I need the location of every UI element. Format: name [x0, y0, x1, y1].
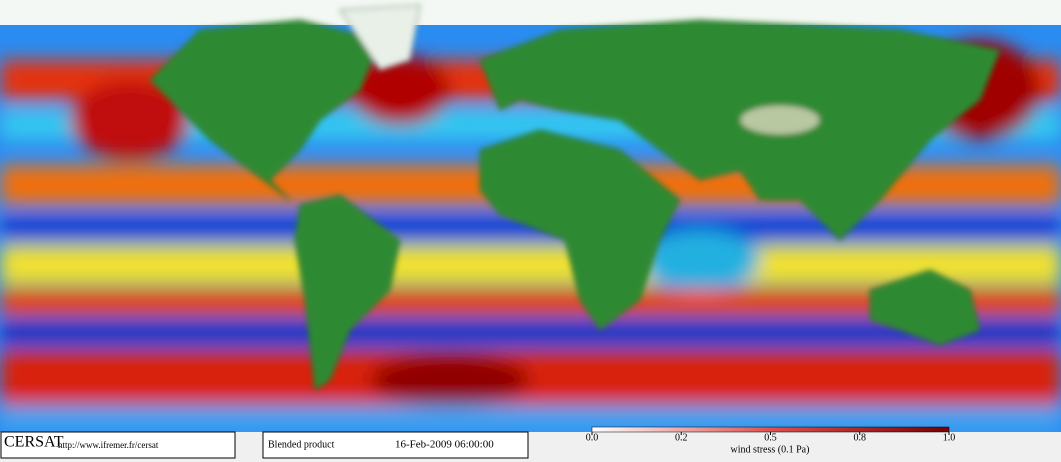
- product: Blended product: [268, 439, 335, 450]
- colorbar-tick-label: 0.0: [586, 432, 599, 443]
- colorbar-tick-label: 0.2: [675, 432, 688, 443]
- map: [0, 0, 1061, 432]
- credit-box: [0, 431, 236, 459]
- colorbar-tick-label: 0.8: [854, 432, 867, 443]
- product-box: [262, 431, 529, 459]
- colorbar-tick-label: 0.5: [764, 432, 777, 443]
- colorbar: [591, 426, 950, 433]
- land: [149, 4, 1001, 391]
- colorbar-tick-label: 1.0: [943, 432, 956, 443]
- logo: CERSAT: [4, 434, 64, 451]
- colorbar-ticks: 0.0 0.2 0.5 0.8 1.0: [586, 432, 956, 443]
- url: http://www.ifremer.fr/cersat: [58, 440, 159, 450]
- timestamp: 16-Feb-2009 06:00:00: [395, 439, 494, 451]
- colorbar-label: wind stress (0.1 Pa): [731, 444, 810, 455]
